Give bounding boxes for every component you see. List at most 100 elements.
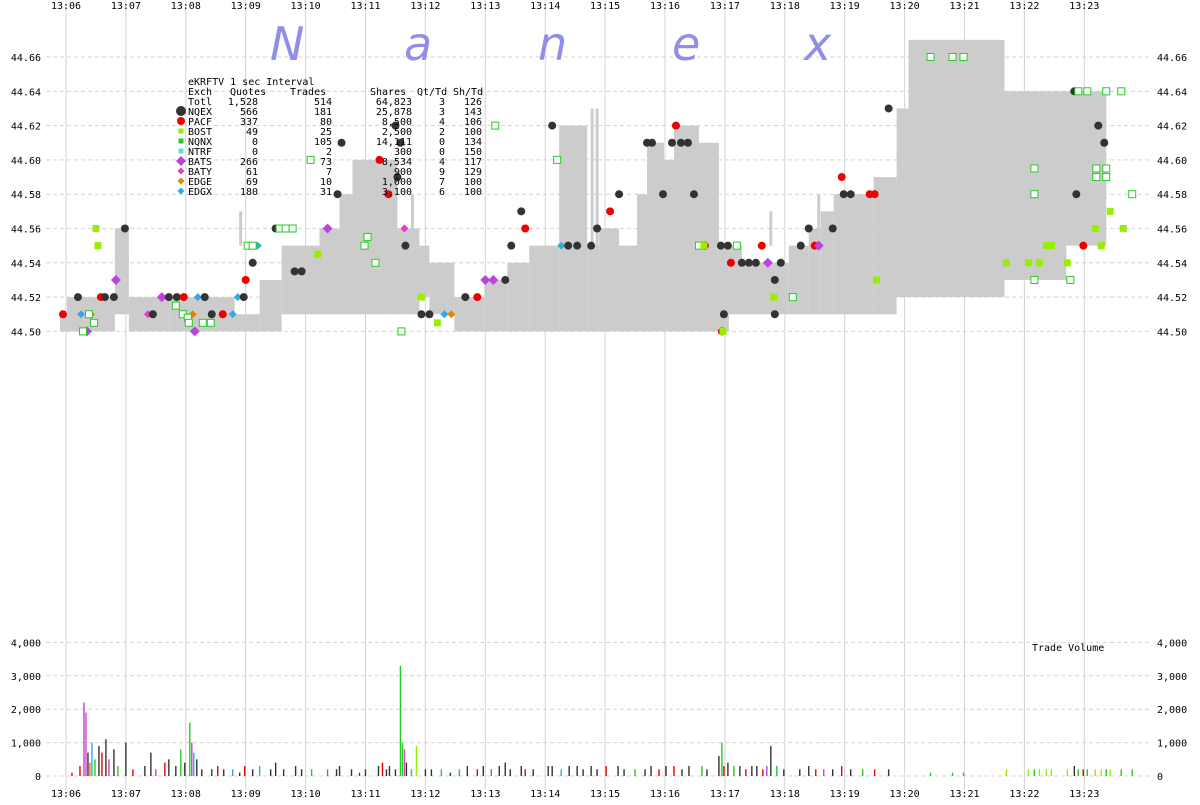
price-tick-right: 44.64 <box>1157 87 1187 98</box>
nbbo-band-segment <box>619 245 638 332</box>
legend-cell-quotes: 566 <box>240 107 258 118</box>
quote-marker-nqex <box>884 104 893 113</box>
legend-cell-trades: 105 <box>314 137 332 148</box>
nbbo-band-segment <box>637 194 648 332</box>
volume-bar-nqex <box>596 769 598 776</box>
volume-tick-right: 4,000 <box>1157 638 1187 649</box>
volume-bar-nqex <box>211 769 213 776</box>
volume-tick-left: 0 <box>35 772 41 783</box>
volume-bar-nqex <box>274 762 277 776</box>
volume-panel-label: Trade Volume <box>1032 643 1104 654</box>
volume-tick-right: 3,000 <box>1157 672 1187 683</box>
volume-bar-nqex <box>770 745 772 776</box>
legend-cell-trades: 181 <box>314 107 332 118</box>
bost-trade-marker <box>1119 225 1127 232</box>
nbbo-band-segment <box>728 245 742 315</box>
bost-trade-marker <box>94 242 102 250</box>
volume-bar-bost <box>1109 769 1111 776</box>
quote-marker-nqex <box>401 241 410 250</box>
volume-bar-bost <box>415 745 418 776</box>
legend-cell-quotes: 0 <box>252 137 258 148</box>
volume-bar-pacf <box>815 769 817 776</box>
volume-bar-nqnx <box>733 765 735 776</box>
volume-bar-bats <box>490 769 492 776</box>
legend-cell-trades: 25 <box>320 127 332 138</box>
trf-trade-marker <box>1092 164 1101 173</box>
price-tick-right: 44.56 <box>1157 225 1187 236</box>
quote-marker-bats <box>480 274 491 285</box>
time-tick-bottom: 13:07 <box>111 789 141 800</box>
quote-marker-edgx <box>76 310 85 319</box>
legend-cell-shares: 2,500 <box>382 127 412 138</box>
volume-bars <box>71 665 1133 776</box>
exchange-legend: eKRFTV 1 sec Interval Exch Quotes Trades… <box>176 77 483 198</box>
watermark-letter: n <box>538 17 567 71</box>
quote-marker-nqex <box>676 138 685 147</box>
volume-bar-nqex <box>568 765 570 776</box>
time-tick-bottom: 13:06 <box>51 789 81 800</box>
volume-bar-nqex <box>623 769 625 776</box>
volume-bar-nqex <box>87 752 89 776</box>
legend-icon-nqex <box>176 106 186 116</box>
legend-icon-bost <box>178 128 184 134</box>
volume-bar-nqex <box>144 765 146 776</box>
volume-bar-nqnx <box>701 765 703 776</box>
volume-bar-nqex <box>184 762 186 776</box>
volume-bar-nqex <box>849 769 852 776</box>
quote-marker-bats <box>110 274 121 285</box>
bost-trade-marker <box>433 319 441 327</box>
quote-marker-bats <box>813 240 824 251</box>
bost-trade-marker <box>417 293 425 301</box>
quote-marker-nqex <box>207 310 216 319</box>
nbbo-band-segment <box>647 142 665 332</box>
time-tick-top: 13:10 <box>291 1 321 12</box>
quote-marker-edgx <box>193 293 202 302</box>
time-tick-bottom: 13:21 <box>949 789 979 800</box>
time-tick-top: 13:18 <box>770 1 800 12</box>
nbbo-band-segment <box>833 194 874 315</box>
volume-bar-nqex <box>350 769 353 776</box>
legend-cell-shtd: 100 <box>464 177 482 188</box>
volume-tick-left: 4,000 <box>11 638 41 649</box>
volume-bar-nqnx <box>310 769 313 776</box>
volume-bar-pacf <box>605 765 607 776</box>
legend-cell-exch: EDGE <box>188 177 212 188</box>
volume-bar-baty <box>85 712 87 776</box>
price-tick-left: 44.50 <box>11 327 41 338</box>
trf-trade-marker <box>89 318 98 327</box>
volume-bar-nqex <box>282 769 285 776</box>
time-tick-bottom: 13:19 <box>830 789 860 800</box>
quote-marker-pacf <box>837 173 846 182</box>
quote-marker-nqex <box>200 293 209 302</box>
legend-cell-shares: 64,823 <box>376 97 412 108</box>
price-tick-right: 44.54 <box>1157 259 1187 270</box>
volume-bar-edgx <box>232 769 234 776</box>
nbbo-band-segment <box>587 245 600 332</box>
volume-bar-pacf <box>101 752 103 776</box>
quote-marker-nqex <box>100 293 109 302</box>
volume-bar-nqex <box>665 765 667 776</box>
legend-cell-quotes: 266 <box>240 157 258 168</box>
price-tick-left: 44.62 <box>11 122 41 133</box>
volume-bar-nqex <box>751 765 753 776</box>
legend-cell-qttd: 9 <box>439 167 445 178</box>
volume-bar-nqnx <box>721 742 723 776</box>
volume-bar-nqex <box>388 765 391 776</box>
volume-bar-nqex <box>832 769 834 776</box>
volume-bar-pacf <box>673 765 675 776</box>
legend-cell-trades: 31 <box>320 187 332 198</box>
quote-marker-nqex <box>846 190 855 199</box>
legend-cell-qttd: 0 <box>439 137 445 148</box>
nbbo-band-segment <box>559 125 588 332</box>
trf-trade-marker <box>84 310 93 319</box>
nbbo-band-segment <box>664 159 674 332</box>
volume-bar-nqex <box>424 769 427 776</box>
legend-cell-shares: 900 <box>394 167 412 178</box>
quote-marker-bats <box>488 274 499 285</box>
trf-trade-marker <box>184 318 193 327</box>
quote-marker-nqex <box>659 190 668 199</box>
volume-bar-nqex <box>887 769 890 776</box>
quote-marker-pacf <box>218 310 227 319</box>
volume-bar-nqex <box>294 765 297 776</box>
nbbo-band-segment <box>397 228 400 315</box>
